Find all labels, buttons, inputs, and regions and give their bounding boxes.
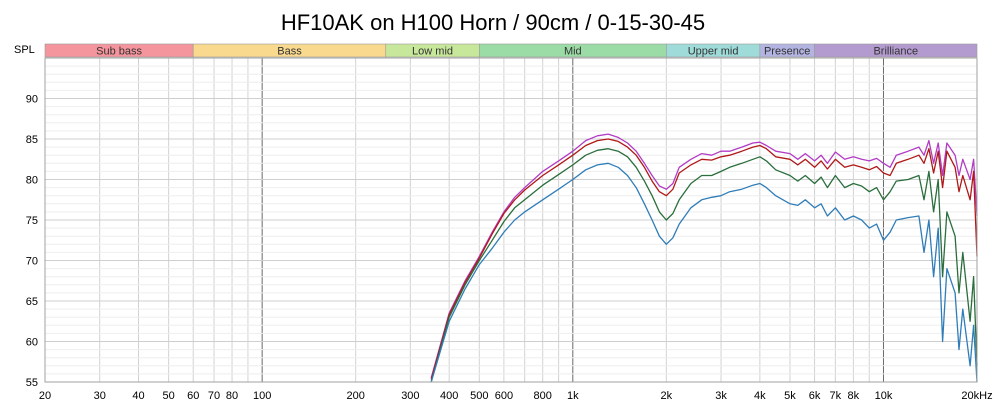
y-tick-label: 60 [26,337,38,349]
series-3-line [430,162,978,383]
y-axis-ticks: 55 60 65 70 75 80 85 90 [26,94,38,390]
x-tick-label: 200 [346,390,364,402]
y-tick-label: 80 [26,175,38,187]
x-tick-label: 8k [848,390,860,402]
x-tick-label: 7k [830,390,842,402]
y-tick-label: 90 [26,94,38,106]
series-0-line [430,133,978,379]
series-2-line [430,148,978,383]
y-tick-label: 85 [26,134,38,146]
x-axis-ticks: 20 30 40 50 60 70 80 100 200 300 400 500 600 800 1k 2k 3… [39,390,993,402]
x-tick-label: 300 [401,390,419,402]
x-tick-label: 2k [661,390,673,402]
x-tick-label: 50 [163,390,175,402]
band-label: Mid [564,46,582,58]
band-6 [814,43,978,58]
band-label: Bass [277,46,302,58]
frequency-band-bar: Sub bass Bass Low mid Mid Upper mid Presence B… [44,43,978,58]
x-tick-label: 3k [715,390,727,402]
series-1-line [430,138,978,380]
x-tick-label: 70 [208,390,220,402]
x-tick-label: 20 [39,390,51,402]
x-tick-label: 1k [567,390,579,402]
x-tick-label: 80 [226,390,238,402]
plot-frame [44,57,978,383]
band-label: Sub bass [96,46,142,58]
x-tick-label: 400 [440,390,458,402]
x-tick-label: 10k [875,390,893,402]
x-tick-label: 6k [809,390,821,402]
x-tick-label: 600 [495,390,513,402]
y-tick-label: 65 [26,296,38,308]
x-tick-label: 20kHz [961,390,992,402]
chart-title: HF10AK on H100 Horn / 90cm / 0-15-30-45 [281,10,705,35]
series-lines [430,133,978,383]
band-label: Presence [764,46,810,58]
band-label: Brilliance [873,46,918,58]
x-tick-label: 5k [784,390,796,402]
x-tick-label: 800 [534,390,552,402]
y-axis-label: SPL [14,44,35,56]
grid [44,57,978,383]
band-label: Low mid [412,46,453,58]
x-tick-label: 4k [754,390,766,402]
y-tick-label: 55 [26,377,38,389]
band-label: Upper mid [688,46,739,58]
y-tick-label: 70 [26,256,38,268]
x-tick-label: 60 [187,390,199,402]
x-tick-label: 40 [132,390,144,402]
x-tick-label: 100 [253,390,271,402]
y-tick-label: 75 [26,215,38,227]
x-tick-label: 30 [94,390,106,402]
x-tick-label: 500 [470,390,488,402]
